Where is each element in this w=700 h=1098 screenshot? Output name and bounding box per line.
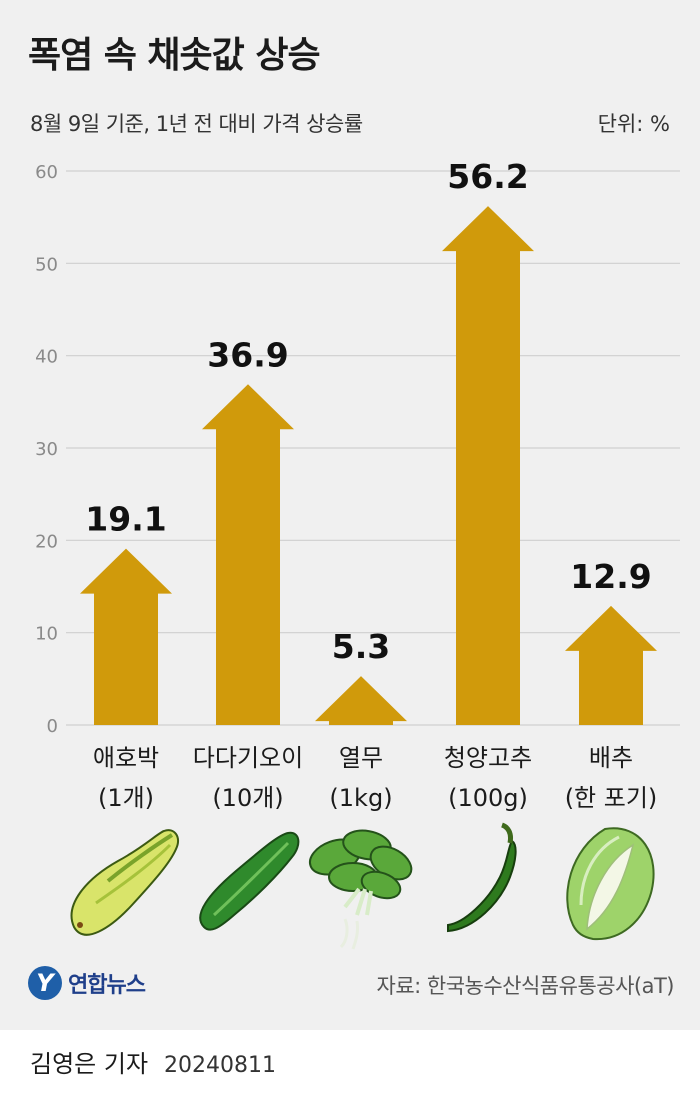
yonhap-logo: Y 연합뉴스	[28, 966, 146, 1000]
source-note: 자료: 한국농수산식품유통공사(aT)	[376, 974, 675, 998]
cheongyang-pepper-icon	[447, 822, 517, 933]
y-tick-label: 20	[35, 531, 58, 552]
yonhap-logo-text: 연합뉴스	[68, 973, 146, 998]
value-label: 36.9	[207, 335, 288, 374]
value-label: 56.2	[447, 157, 528, 196]
bar-chart: 0 10 20 30 40 50 60 19.1 애호박 (1개) 36.9 다다기오이 (10개) 5.…	[35, 157, 680, 950]
bar-arrow	[442, 206, 534, 725]
young-radish-icon	[308, 829, 413, 950]
category-unit-label: (한 포기)	[565, 784, 658, 812]
y-tick-label: 50	[35, 254, 58, 275]
yonhap-logo-icon: Y	[28, 966, 62, 1000]
chart-subtitle: 8월 9일 기준, 1년 전 대비 가격 상승률	[30, 112, 363, 136]
category-label: 다다기오이	[193, 744, 303, 772]
category-unit-label: (1개)	[98, 784, 154, 812]
publish-date: 20240811	[164, 1053, 277, 1078]
cucumber-icon	[199, 831, 300, 931]
value-label: 19.1	[85, 500, 166, 539]
credit-footer: 김영은 기자 20240811	[30, 1044, 276, 1079]
chart-title: 폭염 속 채솟값 상승	[28, 35, 321, 76]
value-label: 12.9	[570, 557, 651, 596]
category-label: 애호박	[93, 744, 159, 772]
category-unit-label: (1kg)	[329, 784, 392, 812]
zucchini-icon	[70, 829, 180, 936]
y-tick-label: 10	[35, 624, 58, 645]
value-label: 5.3	[332, 627, 390, 666]
bar-arrow	[202, 384, 294, 725]
category-label: 열무	[339, 744, 383, 772]
napa-cabbage-icon	[566, 827, 655, 941]
bar-arrow	[315, 676, 407, 725]
category-label: 배추	[589, 744, 633, 772]
y-tick-label: 0	[47, 716, 58, 737]
y-tick-label: 40	[35, 347, 58, 368]
infographic-card: 폭염 속 채솟값 상승 8월 9일 기준, 1년 전 대비 가격 상승률 단위:…	[0, 0, 700, 1030]
y-tick-label: 30	[35, 439, 58, 460]
y-tick-label: 60	[35, 162, 58, 183]
bar-arrow	[565, 605, 657, 725]
category-label: 청양고추	[444, 744, 532, 772]
category-unit-label: (100g)	[448, 784, 528, 812]
bar-arrow	[80, 548, 172, 725]
category-unit-label: (10개)	[212, 784, 283, 812]
reporter-name: 김영은 기자	[30, 1050, 149, 1078]
unit-label: 단위: %	[597, 112, 670, 136]
